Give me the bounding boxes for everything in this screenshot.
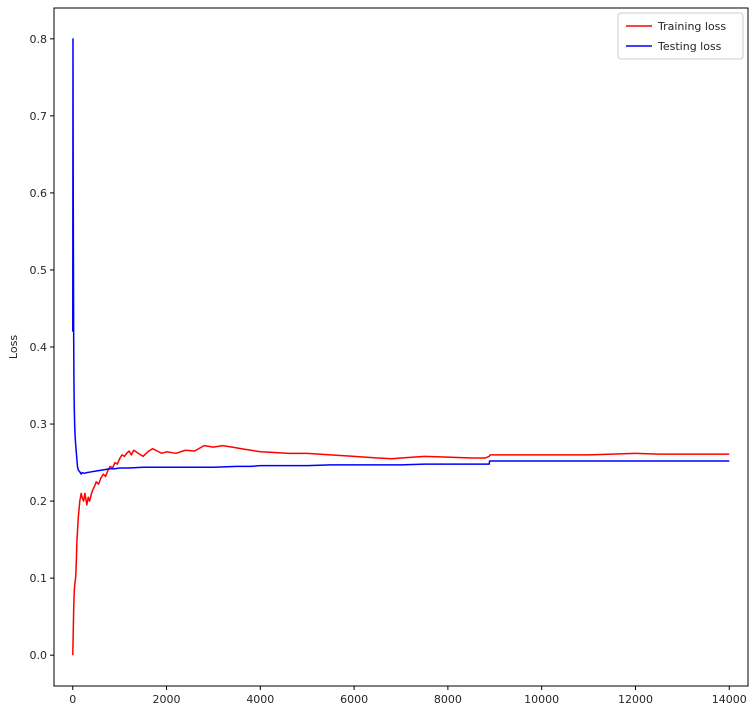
y-tick-label: 0.8 [30, 33, 48, 46]
plot-frame [53, 7, 749, 687]
x-tick-label: 8000 [434, 693, 462, 706]
y-tick-label: 0.4 [30, 341, 48, 354]
plot-layer [72, 38, 730, 656]
x-tick-label: 0 [69, 693, 76, 706]
x-tick-label: 12000 [618, 693, 653, 706]
y-tick-label: 0.2 [30, 495, 48, 508]
y-tick-label: 0.6 [30, 187, 48, 200]
series-line-training-loss [72, 444, 730, 656]
x-tick-label: 10000 [524, 693, 559, 706]
y-tick-label: 0.0 [30, 649, 48, 662]
x-tick-label: 6000 [340, 693, 368, 706]
legend: Training loss Testing loss [617, 12, 744, 60]
y-tick-label: 0.5 [30, 264, 48, 277]
y-axis: 0.0 0.1 0.2 0.3 0.4 0.5 0.6 0.7 0.8 [30, 33, 54, 662]
y-tick-label: 0.7 [30, 110, 48, 123]
y-axis-label: Loss [7, 335, 20, 359]
x-tick-label: 14000 [712, 693, 747, 706]
series-line-testing-loss [72, 38, 730, 475]
y-tick-label: 0.3 [30, 418, 48, 431]
legend-label: Training loss [657, 20, 726, 33]
x-tick-label: 2000 [153, 693, 181, 706]
legend-label: Testing loss [657, 40, 722, 53]
legend-box [617, 12, 744, 60]
y-tick-label: 0.1 [30, 572, 48, 585]
x-tick-label: 4000 [246, 693, 274, 706]
x-axis: 0 2000 4000 6000 8000 10000 12000 14000 [69, 686, 747, 706]
